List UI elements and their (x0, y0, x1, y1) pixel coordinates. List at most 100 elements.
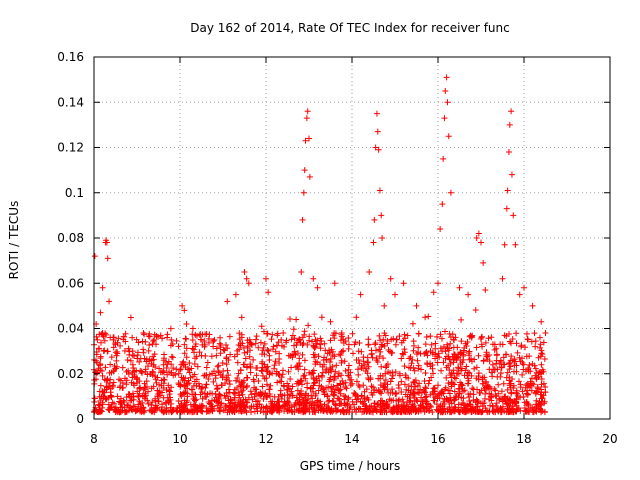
data-point (462, 402, 469, 409)
data-point (235, 370, 242, 377)
data-point (326, 378, 333, 385)
data-point (519, 371, 526, 378)
data-point (376, 332, 383, 339)
data-point (245, 280, 252, 287)
data-point (92, 369, 99, 376)
data-point (129, 348, 136, 355)
data-point (230, 389, 237, 396)
data-point (393, 408, 400, 415)
data-point (521, 405, 528, 412)
data-point (168, 400, 175, 407)
data-point (140, 409, 147, 416)
data-point (370, 384, 377, 391)
data-point (259, 364, 266, 371)
data-point (341, 358, 348, 365)
data-point (119, 379, 126, 386)
data-point (119, 364, 126, 371)
data-point (401, 346, 408, 353)
data-point (516, 291, 523, 298)
data-point (481, 399, 488, 406)
data-point (458, 316, 465, 323)
data-point (331, 335, 338, 342)
data-point (101, 337, 108, 344)
data-point (357, 398, 364, 405)
data-point (249, 396, 256, 403)
data-point (97, 353, 104, 360)
data-point (146, 333, 153, 340)
data-point (458, 338, 465, 345)
data-point (511, 362, 518, 369)
data-point (99, 331, 106, 338)
data-point (533, 376, 540, 383)
data-point (403, 374, 410, 381)
data-point (388, 375, 395, 382)
data-point (381, 302, 388, 309)
data-point (444, 397, 451, 404)
data-point (442, 328, 449, 335)
data-point (145, 400, 152, 407)
data-point (453, 370, 460, 377)
data-point (324, 350, 331, 357)
data-point (142, 366, 149, 373)
data-point (316, 382, 323, 389)
data-point (306, 135, 312, 142)
data-point (136, 358, 143, 365)
data-point (425, 380, 432, 387)
data-point (131, 373, 138, 380)
data-point (521, 284, 527, 291)
data-point (168, 353, 175, 360)
data-point (517, 381, 524, 388)
data-point (192, 340, 199, 347)
data-point (493, 406, 500, 413)
data-point (435, 280, 441, 287)
data-point (349, 380, 356, 387)
data-point (337, 337, 344, 344)
data-point (518, 342, 525, 349)
data-point (352, 393, 359, 400)
data-point (339, 377, 346, 384)
data-point (306, 408, 313, 415)
data-point (357, 291, 364, 298)
data-point (377, 348, 384, 355)
data-point (217, 334, 224, 341)
data-point (412, 377, 419, 384)
data-point (416, 390, 423, 397)
data-point (320, 388, 327, 395)
data-point (371, 216, 378, 223)
data-point (211, 336, 218, 343)
data-point (370, 239, 377, 246)
data-point (311, 406, 318, 413)
data-point (300, 398, 307, 405)
data-point (268, 336, 275, 343)
data-point (265, 289, 272, 296)
data-point (428, 374, 435, 381)
data-point (532, 365, 539, 372)
data-point (310, 342, 317, 349)
data-point (279, 403, 286, 410)
data-point (411, 390, 418, 397)
data-point (97, 309, 104, 316)
data-point (526, 383, 533, 390)
data-point (236, 330, 243, 337)
data-point (129, 407, 136, 414)
data-point (437, 225, 444, 232)
data-point (451, 356, 458, 363)
data-point (224, 298, 231, 305)
data-point (373, 357, 380, 364)
data-point (107, 385, 114, 392)
data-point (405, 407, 412, 414)
data-point (461, 347, 468, 354)
data-point (307, 385, 314, 392)
data-point (243, 275, 250, 282)
data-point (341, 392, 348, 399)
data-point (215, 362, 222, 369)
data-point (433, 406, 440, 413)
data-point (538, 318, 545, 325)
data-point (361, 388, 368, 395)
data-point (190, 402, 197, 409)
data-point (298, 377, 305, 384)
data-point (365, 336, 372, 343)
data-point (482, 287, 489, 294)
data-point (251, 408, 258, 415)
data-point (158, 407, 165, 414)
